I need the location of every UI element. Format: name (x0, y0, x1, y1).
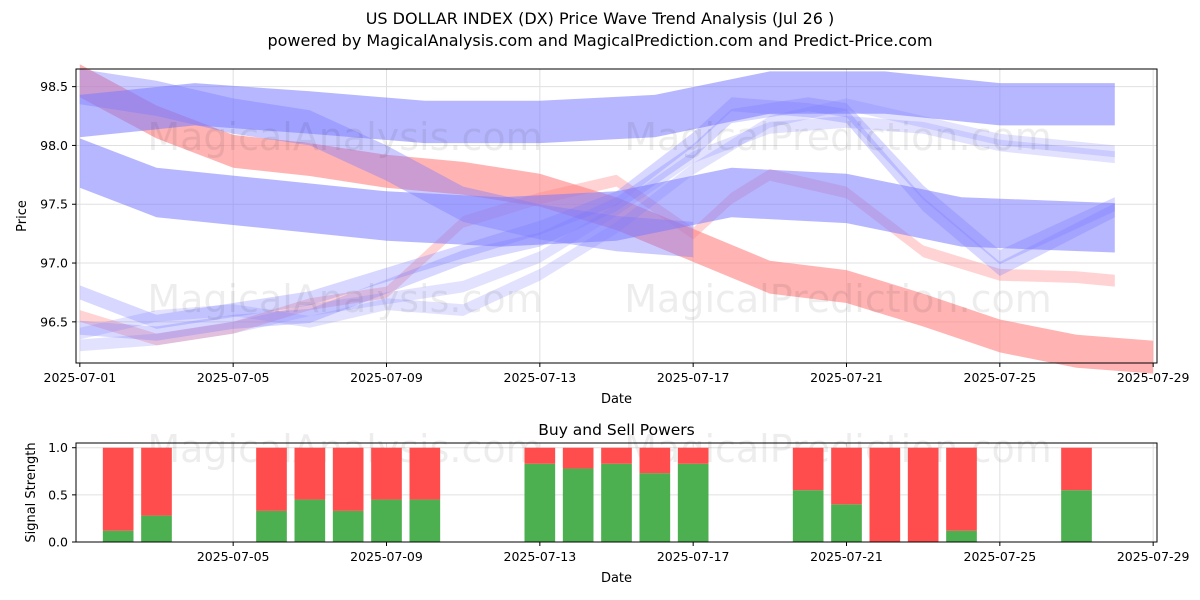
wave-band-7 (79, 98, 1115, 340)
sell-bar (792, 447, 824, 491)
signal-x-tick-label: 2025-07-25 (964, 549, 1037, 564)
sell-bar (562, 447, 594, 469)
signal-x-tick-label: 2025-07-05 (197, 549, 270, 564)
chart-title: US DOLLAR INDEX (DX) Price Wave Trend An… (365, 9, 835, 28)
price-y-tick-label: 97.5 (40, 197, 68, 212)
buy-bar (409, 499, 441, 542)
signal-y-axis-label: Signal Strength (24, 442, 39, 542)
signal-x-tick-label: 2025-07-21 (810, 549, 883, 564)
chart-subtitle: powered by MagicalAnalysis.com and Magic… (267, 31, 933, 50)
sell-bar (524, 447, 556, 464)
sell-bar (831, 447, 862, 505)
price-x-tick-label: 2025-07-17 (657, 370, 730, 385)
buy-bar (524, 463, 556, 542)
price-x-tick-label: 2025-07-13 (504, 370, 577, 385)
sell-bar (869, 447, 901, 542)
sell-bar (256, 447, 287, 511)
sell-bar (601, 447, 632, 464)
price-x-tick-label: 2025-07-05 (197, 370, 270, 385)
buy-bar (946, 530, 977, 542)
buy-bar (562, 468, 594, 542)
price-x-tick-label: 2025-07-21 (810, 370, 883, 385)
buy-bar (639, 473, 671, 542)
price-x-tick-label: 2025-07-01 (44, 370, 117, 385)
signal-plot-frame (75, 442, 1158, 543)
signal-y-tick-label: 0.0 (48, 535, 68, 550)
wave-band-1 (79, 169, 1115, 346)
wave-band-6 (79, 97, 1115, 341)
signal-chart-title: Buy and Sell Powers (538, 421, 695, 439)
signal-x-tick-label: 2025-07-29 (1117, 549, 1190, 564)
buy-bar (831, 504, 862, 542)
price-y-axis-label: Price (15, 200, 30, 232)
price-y-tick-label: 98.5 (40, 79, 68, 94)
buy-bar (141, 515, 172, 542)
price-y-tick-label: 97.0 (40, 256, 68, 271)
signal-x-tick-label: 2025-07-09 (350, 549, 423, 564)
sell-bar (332, 447, 364, 511)
watermark-text: MagicalPrediction.com (624, 277, 1052, 321)
sell-bar (946, 447, 977, 531)
watermark-text: MagicalAnalysis.com (147, 115, 542, 159)
signal-x-tick-label: 2025-07-17 (657, 549, 730, 564)
buy-bar (1061, 490, 1092, 542)
buy-bar (601, 463, 632, 542)
wave-band-3 (79, 71, 1115, 144)
sell-bar (141, 447, 172, 516)
buy-bar (294, 499, 326, 542)
watermark-text: MagicalPrediction.com (624, 115, 1052, 159)
watermark-text: MagicalAnalysis.com (147, 277, 542, 321)
sell-bar (371, 447, 402, 500)
buy-bar (677, 463, 709, 542)
buy-bar (256, 510, 287, 542)
signal-y-tick-label: 0.5 (48, 487, 68, 502)
wave-band-4 (79, 138, 1115, 253)
buy-bar (792, 490, 824, 542)
buy-bar (371, 499, 402, 542)
price-x-tick-label: 2025-07-29 (1117, 370, 1190, 385)
sell-bar (639, 447, 671, 474)
signal-y-tick-label: 1.0 (48, 440, 68, 455)
sell-bar (409, 447, 441, 500)
price-x-tick-label: 2025-07-25 (964, 370, 1037, 385)
signal-x-tick-label: 2025-07-13 (504, 549, 577, 564)
sell-bar (907, 447, 939, 542)
price-y-tick-label: 96.5 (40, 314, 68, 329)
price-y-tick-label: 98.0 (40, 138, 68, 153)
buy-bar (102, 530, 134, 542)
price-x-tick-label: 2025-07-09 (350, 370, 423, 385)
sell-bar (677, 447, 709, 464)
buy-bar (332, 510, 364, 542)
sell-bar (1061, 447, 1092, 491)
signal-x-axis-label: Date (601, 571, 632, 586)
price-plot-frame (75, 68, 1158, 364)
sell-bar (294, 447, 326, 500)
price-x-axis-label: Date (601, 392, 632, 407)
sell-bar (102, 447, 134, 531)
